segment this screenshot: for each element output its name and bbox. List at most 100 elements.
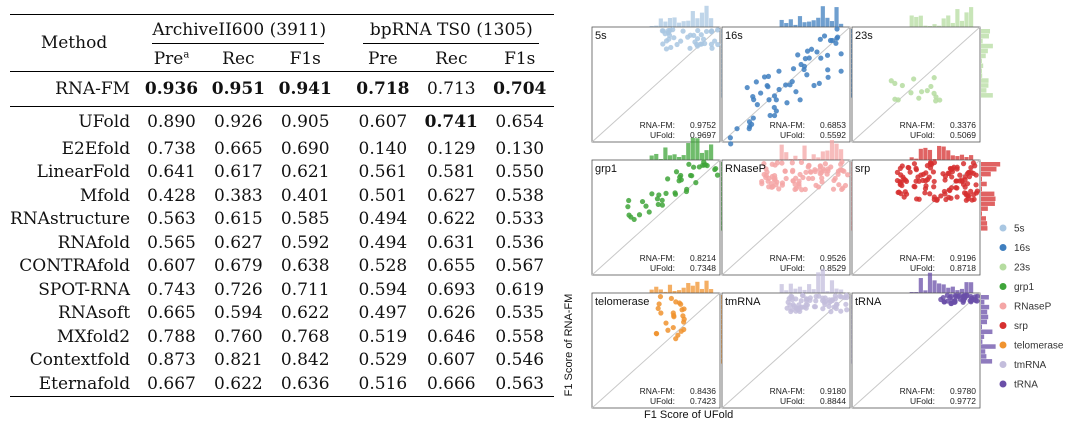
marginal-bar	[981, 196, 996, 202]
data-point	[700, 36, 707, 42]
score-cell: 0.607	[348, 106, 418, 137]
data-point	[789, 307, 795, 313]
marginal-bar	[946, 15, 951, 27]
score-cell: 0.821	[214, 350, 263, 371]
marginal-bar	[834, 288, 839, 293]
marginal-bar	[793, 288, 798, 293]
ufold-value: 0.9772	[950, 396, 976, 406]
marginal-bar	[918, 15, 923, 27]
data-point	[825, 74, 831, 80]
score-cell: 0.529	[358, 350, 408, 371]
data-point	[842, 182, 849, 189]
data-point	[954, 164, 960, 170]
score-cell: 0.741	[417, 106, 486, 137]
data-point	[822, 161, 828, 167]
marginal-bar	[981, 181, 987, 187]
marginal-bar	[797, 159, 803, 160]
data-point	[776, 186, 782, 192]
data-point	[790, 178, 796, 184]
score-cell: 0.140	[358, 138, 408, 159]
data-point	[804, 72, 810, 78]
legend-marker	[999, 263, 1007, 271]
marginal-bar	[802, 289, 807, 293]
marginal-bar	[797, 286, 803, 293]
data-point	[655, 305, 661, 312]
data-point	[888, 78, 894, 84]
score-cell: 0.621	[280, 162, 330, 183]
score-cell: 0.665	[147, 303, 196, 324]
rnafm-label: RNA-FM:	[640, 386, 675, 396]
data-point	[681, 319, 687, 325]
score-cell: 0.622	[426, 209, 476, 230]
data-point	[679, 307, 685, 313]
data-point	[678, 328, 684, 334]
method-row: RNAstructure 0.563 0.615 0.585 0.494 0.622 0.5…	[10, 208, 554, 232]
column-header-pre: Pre	[368, 49, 398, 70]
data-point	[771, 93, 778, 99]
method-row: RNAfold 0.565 0.627 0.592 0.494 0.631 0.536	[10, 231, 554, 255]
data-point	[695, 27, 701, 34]
marginal-bar	[851, 349, 852, 354]
data-point	[807, 295, 813, 301]
marginal-bar	[779, 19, 784, 27]
score-cell: 0.738	[147, 138, 196, 159]
marginal-bar	[807, 284, 812, 293]
data-point	[944, 298, 951, 304]
data-point	[931, 75, 937, 81]
data-point	[668, 295, 674, 302]
method-row: Eternafold 0.667 0.622 0.636 0.516 0.666 0.563	[10, 372, 554, 397]
marginal-bar	[932, 24, 937, 27]
marginal-bar	[937, 25, 942, 27]
marginal-bar	[779, 144, 784, 160]
marginal-bar	[807, 21, 812, 27]
marginal-bar	[955, 9, 960, 27]
panel-title: tRNA	[855, 296, 882, 308]
scatter-figure: 5s RNA-FM: 0.9752 UFold: 0.9697 16s RNA-FM: 0.6…	[563, 5, 1064, 421]
panel-title: 5s	[595, 30, 607, 42]
marginal-bar	[851, 88, 852, 93]
data-point	[806, 175, 812, 182]
data-point	[931, 159, 938, 166]
data-point	[911, 76, 917, 82]
marginal-bar	[981, 216, 986, 221]
column-spacer	[338, 372, 349, 397]
method-name: E2Efold	[61, 138, 131, 159]
score-cell: 0.619	[495, 279, 545, 300]
data-point	[668, 44, 674, 51]
results-table-container: Method ArchiveII600 (3911) bpRNA TS0 (1305…	[10, 14, 554, 397]
data-point	[673, 299, 679, 305]
data-point	[802, 56, 808, 62]
score-cell: 0.494	[358, 209, 408, 230]
data-point	[783, 175, 789, 182]
rnafm-value: 0.9526	[820, 253, 846, 263]
data-point	[927, 161, 933, 167]
data-point	[764, 82, 770, 89]
marginal-bar	[918, 148, 923, 160]
legend-label: 5s	[1014, 224, 1025, 235]
method-name: RNAsoft	[58, 303, 131, 324]
data-point	[930, 169, 937, 175]
data-point	[686, 161, 692, 167]
marginal-bar	[981, 186, 982, 192]
score-cell: 0.494	[358, 232, 408, 253]
data-point	[908, 90, 914, 96]
marginal-bar	[825, 291, 830, 293]
data-point	[761, 161, 767, 167]
marginal-bar	[981, 58, 982, 64]
group-label: ArchiveII600 (3911)	[152, 19, 326, 44]
score-cell: 0.533	[495, 209, 545, 230]
marginal-bar	[654, 153, 659, 160]
data-point	[665, 327, 671, 333]
marginal-bar	[981, 29, 991, 34]
data-point	[798, 61, 804, 68]
data-point	[649, 191, 655, 197]
data-point	[817, 36, 823, 42]
data-point	[813, 298, 819, 304]
data-point	[690, 164, 697, 170]
marginal-bar	[839, 149, 844, 160]
marginal-bar	[788, 283, 793, 293]
data-point	[754, 102, 760, 108]
score-cell: 0.641	[147, 162, 196, 183]
marginal-bar	[667, 284, 673, 293]
marginal-bar	[941, 284, 946, 293]
